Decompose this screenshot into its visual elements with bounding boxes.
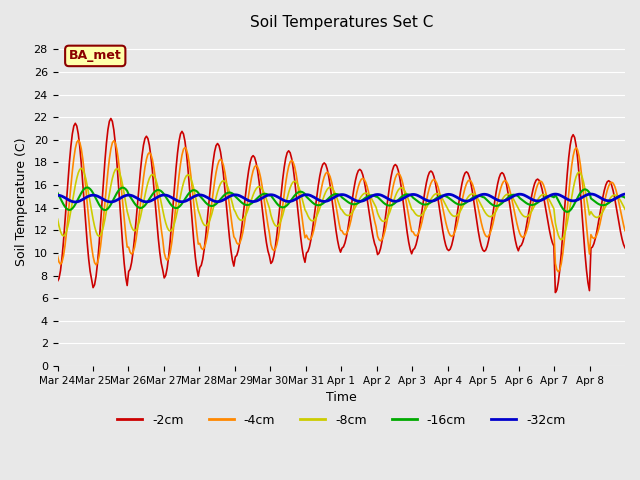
-32cm <box>544 194 552 200</box>
-4cm <box>621 228 629 234</box>
Line: -4cm: -4cm <box>58 140 625 272</box>
-8cm <box>92 229 100 235</box>
-8cm <box>557 237 565 243</box>
-2cm <box>91 282 99 288</box>
-16cm <box>54 190 61 196</box>
-32cm <box>620 192 627 197</box>
-4cm <box>554 269 562 275</box>
-4cm <box>620 222 627 228</box>
-32cm <box>54 192 61 198</box>
-32cm <box>72 199 79 205</box>
-16cm <box>92 196 100 202</box>
-16cm <box>460 201 467 207</box>
-4cm <box>347 218 355 224</box>
-4cm <box>73 139 81 145</box>
-2cm <box>107 116 115 121</box>
-8cm <box>54 216 61 222</box>
Title: Soil Temperatures Set C: Soil Temperatures Set C <box>250 15 433 30</box>
-2cm <box>73 123 81 129</box>
-2cm <box>552 289 559 295</box>
-16cm <box>347 201 355 206</box>
-16cm <box>620 194 627 200</box>
-32cm <box>460 198 467 204</box>
-2cm <box>544 219 552 225</box>
Line: -16cm: -16cm <box>58 188 625 212</box>
-16cm <box>563 209 571 215</box>
-2cm <box>621 245 629 251</box>
Text: BA_met: BA_met <box>69 49 122 62</box>
-4cm <box>54 253 61 259</box>
-2cm <box>460 174 467 180</box>
-8cm <box>621 206 629 212</box>
Y-axis label: Soil Temperature (C): Soil Temperature (C) <box>15 138 28 266</box>
-32cm <box>74 199 82 204</box>
-8cm <box>77 166 85 171</box>
X-axis label: Time: Time <box>326 391 356 404</box>
-32cm <box>92 193 100 199</box>
Line: -32cm: -32cm <box>58 194 625 202</box>
-8cm <box>73 175 81 181</box>
-8cm <box>347 211 355 217</box>
Legend: -2cm, -4cm, -8cm, -16cm, -32cm: -2cm, -4cm, -8cm, -16cm, -32cm <box>112 409 570 432</box>
-32cm <box>621 191 629 197</box>
-32cm <box>347 195 355 201</box>
-16cm <box>73 199 81 204</box>
-16cm <box>621 195 629 201</box>
-2cm <box>54 278 61 284</box>
-16cm <box>83 185 91 191</box>
Line: -8cm: -8cm <box>58 168 625 240</box>
-16cm <box>544 193 552 199</box>
-4cm <box>544 199 552 205</box>
-4cm <box>92 262 100 268</box>
-2cm <box>347 206 355 212</box>
-4cm <box>460 191 467 197</box>
-8cm <box>620 204 627 209</box>
-4cm <box>74 137 82 143</box>
-8cm <box>460 202 467 208</box>
-32cm <box>587 191 595 197</box>
-8cm <box>544 195 552 201</box>
Line: -2cm: -2cm <box>58 119 625 292</box>
-2cm <box>620 241 627 247</box>
